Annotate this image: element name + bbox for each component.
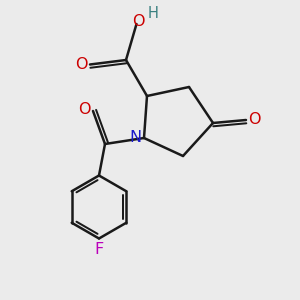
Text: O: O xyxy=(78,102,91,117)
Text: F: F xyxy=(94,242,103,257)
Text: O: O xyxy=(132,14,144,28)
Text: O: O xyxy=(75,57,88,72)
Text: H: H xyxy=(148,6,158,21)
Text: O: O xyxy=(248,112,261,128)
Text: N: N xyxy=(130,130,142,146)
